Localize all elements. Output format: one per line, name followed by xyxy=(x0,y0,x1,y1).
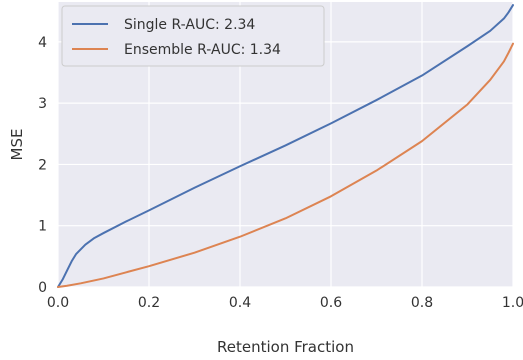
x-tick-label: 0.0 xyxy=(47,295,69,311)
y-tick-label: 4 xyxy=(38,35,47,51)
y-tick-label: 0 xyxy=(38,280,47,296)
y-tick-label: 1 xyxy=(38,219,47,235)
legend-label-ensemble: Ensemble R-AUC: 1.34 xyxy=(124,42,281,58)
x-tick-label: 0.8 xyxy=(411,295,433,311)
y-axis-label: MSE xyxy=(8,129,26,161)
x-tick-label: 0.6 xyxy=(320,295,342,311)
series-line-ensemble xyxy=(57,42,514,288)
x-axis-label: Retention Fraction xyxy=(217,338,354,356)
x-tick-label: 0.4 xyxy=(229,295,251,311)
x-tick-label: 1.0 xyxy=(502,295,523,311)
legend-label-single: Single R-AUC: 2.34 xyxy=(124,17,255,33)
series-lines xyxy=(57,4,514,288)
x-tick-label: 0.2 xyxy=(138,295,160,311)
y-tick-label: 2 xyxy=(38,157,47,173)
y-axis-ticks: 0 1 2 3 4 xyxy=(38,35,47,296)
series-line-single xyxy=(57,4,514,288)
y-tick-label: 3 xyxy=(38,96,47,112)
x-axis-ticks: 0.0 0.2 0.4 0.6 0.8 1.0 xyxy=(47,295,523,311)
legend: Single R-AUC: 2.34 Ensemble R-AUC: 1.34 xyxy=(61,5,325,67)
legend-box xyxy=(61,5,325,67)
